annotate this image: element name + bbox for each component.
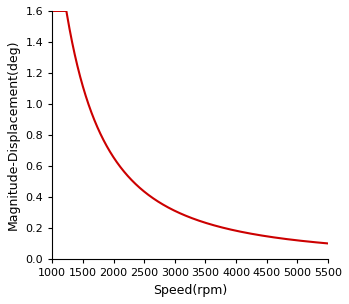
X-axis label: Speed(rpm): Speed(rpm) [153, 284, 227, 297]
Y-axis label: Magnitude-Displacement(deg): Magnitude-Displacement(deg) [7, 40, 20, 230]
